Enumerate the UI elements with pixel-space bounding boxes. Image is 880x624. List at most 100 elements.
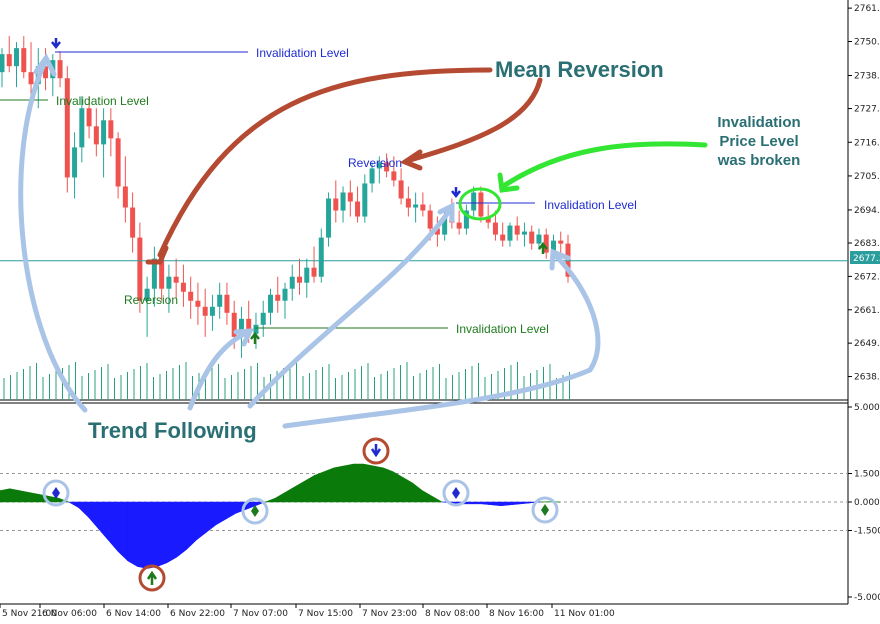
candles bbox=[0, 36, 571, 358]
candle-body-10 bbox=[72, 147, 78, 178]
osc-segment-17 bbox=[166, 501, 178, 564]
osc-segment-5 bbox=[48, 495, 60, 503]
reversion-label-1: Reversion bbox=[348, 156, 402, 170]
candle-body-72 bbox=[521, 231, 527, 235]
trend-following-arrows bbox=[18, 53, 601, 429]
candle-body-12 bbox=[86, 108, 92, 127]
time-axis-ticks: 5 Nov 21:006 Nov 06:00 6 Nov 14:00 6 Nov 2… bbox=[0, 604, 615, 619]
candle-body-29 bbox=[209, 306, 215, 316]
candle-body-70 bbox=[507, 225, 513, 241]
candle-31 bbox=[224, 282, 230, 325]
osc-segment-14 bbox=[137, 501, 148, 569]
candle-51 bbox=[369, 162, 375, 193]
candle-30 bbox=[217, 282, 223, 319]
osc-segment-53 bbox=[520, 501, 531, 505]
candle-body-31 bbox=[224, 294, 230, 313]
osc-segment-43 bbox=[422, 490, 433, 503]
buy-arrow-2 bbox=[538, 241, 548, 254]
candle-body-33 bbox=[238, 318, 244, 337]
osc-segment-34 bbox=[333, 465, 345, 503]
candle-61 bbox=[442, 207, 448, 241]
oscillator-histogram bbox=[0, 463, 561, 569]
osc-segment-21 bbox=[206, 501, 217, 533]
x-tick-label-9: 11 Nov 01:00 bbox=[554, 609, 615, 619]
broken-caption-line-1: Invalidation bbox=[717, 114, 800, 131]
candle-18 bbox=[130, 192, 136, 253]
osc-segment-38 bbox=[373, 465, 384, 503]
candle-41 bbox=[297, 258, 303, 295]
candle-27 bbox=[195, 282, 201, 325]
candle-body-11 bbox=[79, 108, 85, 148]
price-axis-ticks: 2761.3 2750.2 2738.9 2727.9 2716.7 2705.5 2694… bbox=[848, 4, 880, 383]
price-tick-label-1: 2750.2 bbox=[854, 38, 880, 48]
candle-55 bbox=[398, 168, 404, 205]
candle-body-20 bbox=[144, 288, 150, 301]
candle-body-39 bbox=[282, 288, 288, 301]
candle-body-17 bbox=[122, 186, 128, 208]
candle-65 bbox=[471, 186, 477, 217]
candle-58 bbox=[420, 192, 426, 217]
candle-54 bbox=[391, 156, 397, 187]
invalidation-label-1: Invalidation Level bbox=[256, 46, 349, 60]
price-tick-label-9: 2661.0 bbox=[854, 306, 880, 316]
osc-segment-3 bbox=[29, 492, 40, 503]
candle-60 bbox=[434, 216, 440, 247]
osc-segment-40 bbox=[392, 471, 404, 503]
candle-19 bbox=[137, 222, 143, 313]
invalidation-label-2: Invalidation Level bbox=[56, 94, 149, 108]
x-tick-label-4: 7 Nov 07:00 bbox=[233, 609, 288, 619]
candle-74 bbox=[536, 228, 542, 250]
candle-9 bbox=[64, 66, 70, 193]
candle-body-42 bbox=[304, 267, 310, 283]
candle-body-48 bbox=[347, 192, 353, 202]
candle-body-50 bbox=[362, 183, 368, 217]
candle-body-56 bbox=[405, 198, 411, 208]
sell-arrow-2 bbox=[451, 187, 461, 199]
candle-body-49 bbox=[355, 201, 361, 217]
osc-marker-3 bbox=[442, 479, 470, 507]
candle-body-15 bbox=[108, 120, 114, 139]
candle-37 bbox=[267, 288, 273, 325]
candle-68 bbox=[492, 210, 498, 241]
osc-tick-label-2: 0.000 bbox=[854, 498, 880, 508]
osc-segment-8 bbox=[78, 501, 89, 518]
candle-body-61 bbox=[442, 216, 448, 235]
candle-body-58 bbox=[420, 204, 426, 211]
osc-segment-7 bbox=[67, 501, 79, 509]
osc-segment-26 bbox=[255, 501, 266, 507]
candle-body-21 bbox=[151, 258, 157, 289]
candle-body-6 bbox=[43, 66, 49, 79]
candle-body-76 bbox=[550, 240, 556, 253]
candle-73 bbox=[529, 225, 535, 250]
candle-body-9 bbox=[64, 78, 70, 178]
osc-segment-37 bbox=[363, 463, 374, 503]
candle-body-68 bbox=[492, 222, 498, 235]
candle-43 bbox=[311, 246, 317, 283]
osc-segment-52 bbox=[510, 501, 521, 506]
candle-10 bbox=[72, 132, 78, 199]
candle-body-52 bbox=[376, 162, 382, 169]
osc-segment-31 bbox=[304, 474, 315, 503]
candle-body-23 bbox=[166, 276, 172, 289]
osc-segment-0 bbox=[0, 488, 11, 503]
osc-segment-41 bbox=[402, 476, 413, 503]
candle-body-36 bbox=[260, 312, 266, 325]
candle-body-35 bbox=[253, 324, 259, 334]
osc-segment-39 bbox=[382, 467, 394, 503]
candle-39 bbox=[282, 282, 288, 319]
candle-body-40 bbox=[289, 276, 295, 289]
mean-reversion-caption: Mean Reversion bbox=[495, 57, 664, 82]
osc-tick-label-3: -1.500 bbox=[854, 527, 880, 537]
candle-72 bbox=[521, 222, 527, 247]
trend-following-caption: Trend Following bbox=[88, 418, 257, 443]
price-tick-label-11: 2638.8 bbox=[854, 373, 880, 383]
candle-body-30 bbox=[217, 294, 223, 307]
candle-body-45 bbox=[326, 198, 332, 238]
candle-body-75 bbox=[543, 234, 549, 253]
candle-28 bbox=[202, 288, 208, 337]
candle-42 bbox=[304, 258, 310, 298]
candle-20 bbox=[144, 276, 150, 337]
price-tick-label-5: 2705.5 bbox=[854, 172, 880, 182]
candle-66 bbox=[478, 186, 484, 223]
candle-70 bbox=[507, 222, 513, 247]
